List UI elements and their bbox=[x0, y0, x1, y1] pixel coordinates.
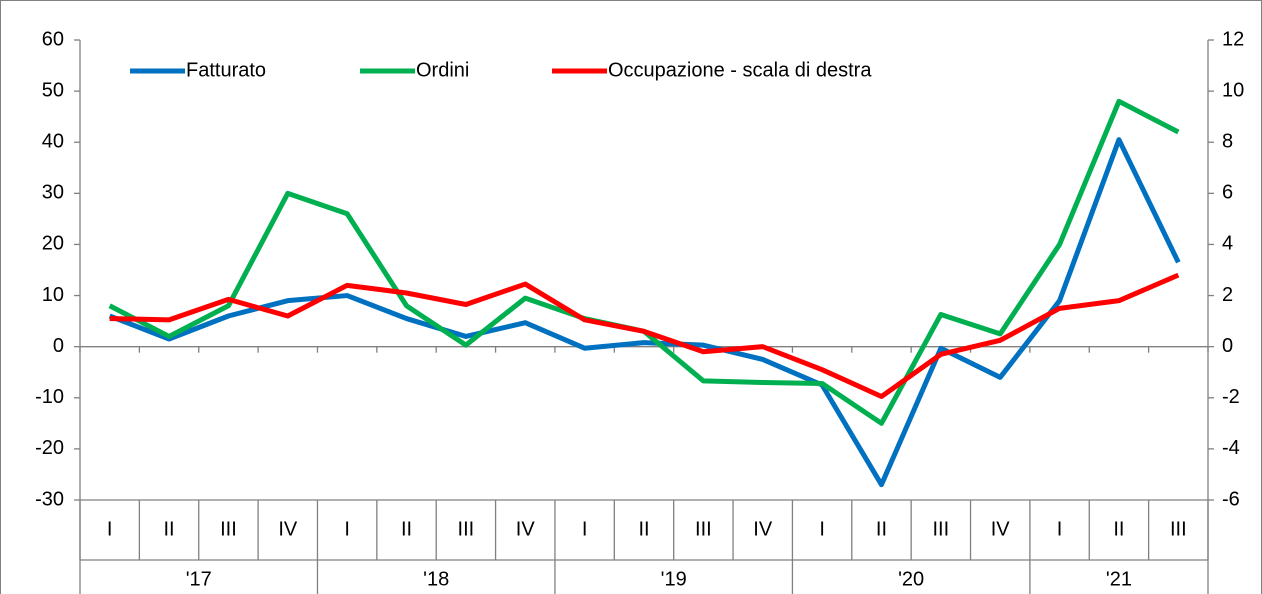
x-tick-label: III bbox=[933, 518, 950, 540]
x-tick-label: I bbox=[107, 518, 113, 540]
legend-label: Fatturato bbox=[186, 59, 266, 81]
x-tick-label: II bbox=[1113, 518, 1124, 540]
y-tick-label: -20 bbox=[35, 437, 64, 459]
x-tick-label: III bbox=[220, 518, 237, 540]
x-tick-label: I bbox=[819, 518, 825, 540]
y-tick-label: 10 bbox=[42, 284, 64, 306]
x-tick-label: II bbox=[638, 518, 649, 540]
y-tick-label: 40 bbox=[42, 131, 64, 153]
y-tick-label: -30 bbox=[35, 488, 64, 510]
y-tick-label: 30 bbox=[42, 182, 64, 204]
x-tick-label: IV bbox=[278, 518, 298, 540]
x-group-label: '17 bbox=[186, 568, 212, 590]
y2-tick-label: -6 bbox=[1222, 488, 1240, 510]
y-tick-label: 0 bbox=[53, 335, 64, 357]
x-tick-label: II bbox=[876, 518, 887, 540]
x-group-label: '19 bbox=[661, 568, 687, 590]
x-tick-label: I bbox=[344, 518, 350, 540]
y2-tick-label: 4 bbox=[1222, 233, 1233, 255]
y-tick-label: 50 bbox=[42, 79, 64, 101]
y2-tick-label: 2 bbox=[1222, 284, 1233, 306]
x-tick-label: IV bbox=[991, 518, 1011, 540]
legend-label: Ordini bbox=[416, 59, 469, 81]
y2-tick-label: -2 bbox=[1222, 386, 1240, 408]
legend-label: Occupazione - scala di destra bbox=[608, 59, 872, 81]
x-group-label: '21 bbox=[1106, 568, 1132, 590]
x-tick-label: III bbox=[458, 518, 475, 540]
x-group-label: '20 bbox=[898, 568, 924, 590]
x-group-label: '18 bbox=[423, 568, 449, 590]
y2-tick-label: 0 bbox=[1222, 335, 1233, 357]
y2-tick-label: -4 bbox=[1222, 437, 1240, 459]
x-tick-label: II bbox=[163, 518, 174, 540]
y2-tick-label: 8 bbox=[1222, 131, 1233, 153]
series-line bbox=[108, 98, 1180, 426]
x-tick-label: I bbox=[1057, 518, 1063, 540]
x-tick-label: II bbox=[401, 518, 412, 540]
series-line bbox=[109, 272, 1180, 399]
x-tick-label: IV bbox=[516, 518, 536, 540]
y-tick-label: -10 bbox=[35, 386, 64, 408]
y2-tick-label: 10 bbox=[1222, 79, 1244, 101]
x-tick-label: III bbox=[695, 518, 712, 540]
y2-tick-label: 6 bbox=[1222, 182, 1233, 204]
y2-tick-label: 12 bbox=[1222, 28, 1244, 50]
y-tick-label: 20 bbox=[42, 233, 64, 255]
x-tick-label: I bbox=[582, 518, 588, 540]
series-line bbox=[108, 137, 1181, 488]
x-tick-label: IV bbox=[753, 518, 773, 540]
y-tick-label: 60 bbox=[42, 28, 64, 50]
x-tick-label: III bbox=[1170, 518, 1187, 540]
